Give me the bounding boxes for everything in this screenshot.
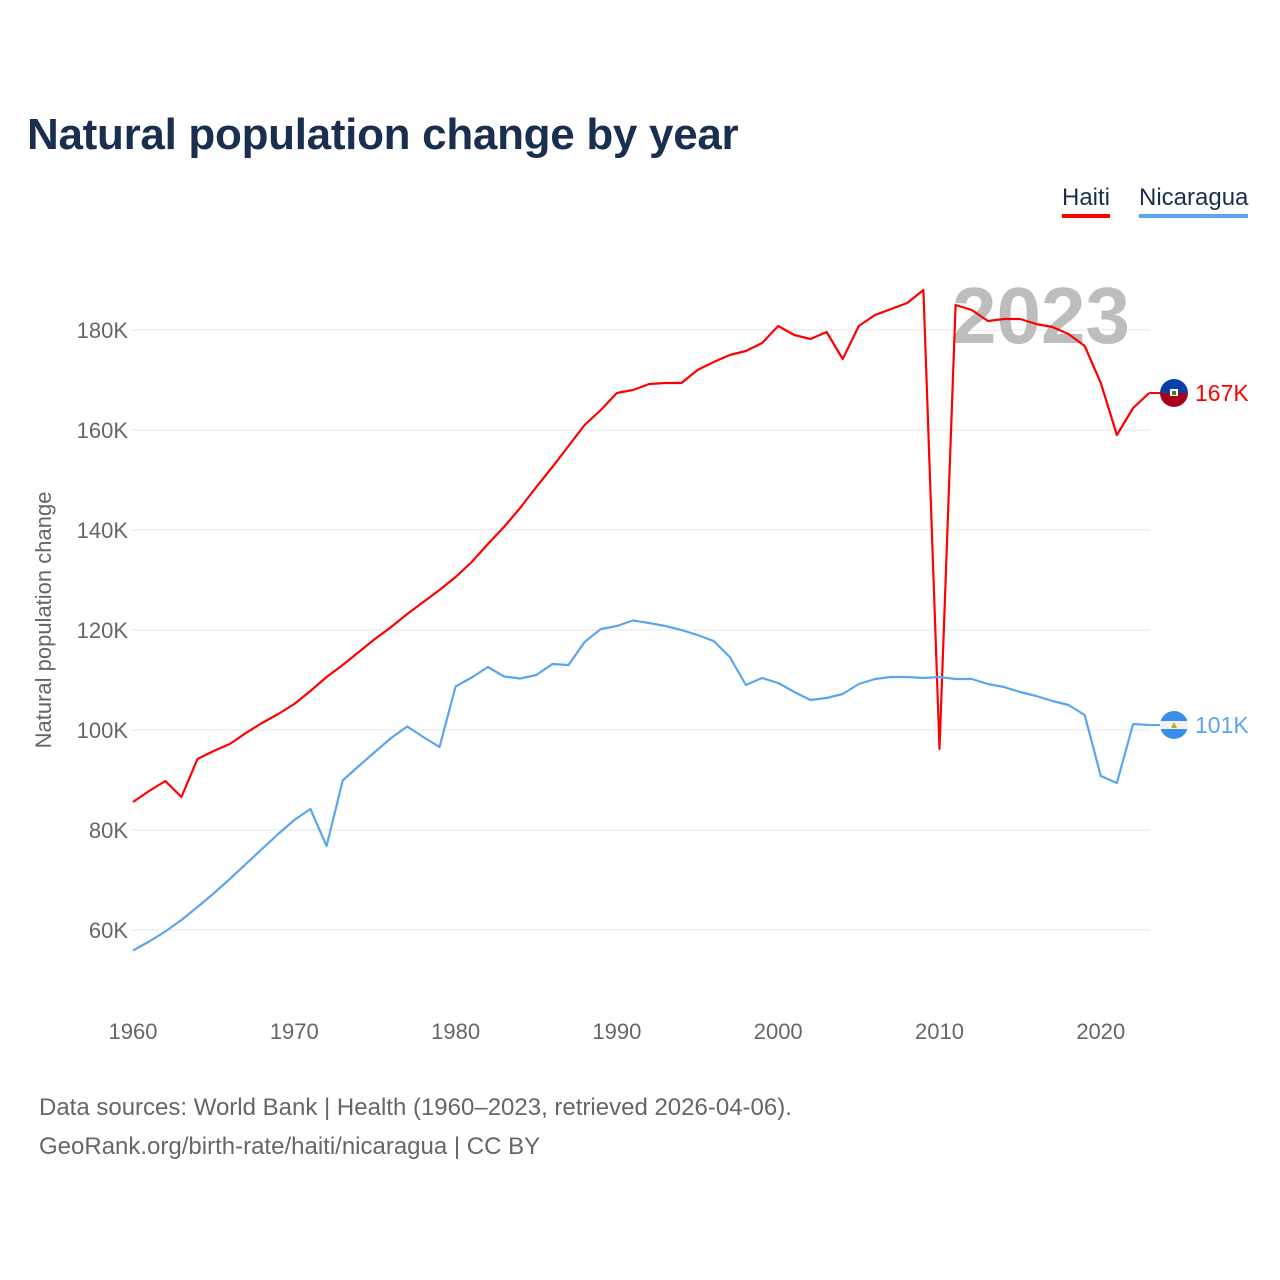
x-tick-label: 2000	[754, 1019, 803, 1044]
y-axis-label: Natural population change	[31, 492, 56, 749]
x-tick-label: 1970	[270, 1019, 319, 1044]
y-tick-label: 160K	[77, 418, 129, 443]
x-tick-label: 1980	[431, 1019, 480, 1044]
y-tick-label: 100K	[77, 718, 129, 743]
source-line-2[interactable]: GeoRank.org/birth-rate/haiti/nicaragua |…	[39, 1133, 541, 1160]
source-line-1: Data sources: World Bank | Health (1960–…	[39, 1094, 792, 1121]
x-tick-label: 1960	[109, 1019, 158, 1044]
flag-band-blue-top	[1160, 711, 1188, 721]
y-tick-label: 60K	[89, 918, 128, 943]
y-tick-label: 180K	[77, 318, 129, 343]
legend-item-haiti[interactable]: Haiti	[1062, 184, 1111, 218]
end-value-label-nicaragua: 101K	[1195, 712, 1249, 738]
y-tick-label: 140K	[77, 518, 129, 543]
haiti-flag-icon	[1160, 379, 1188, 407]
legend-item-nicaragua[interactable]: Nicaragua	[1139, 184, 1249, 218]
y-tick-label: 80K	[89, 818, 128, 843]
flag-emblem-tree	[1172, 391, 1176, 395]
x-tick-label: 2020	[1076, 1019, 1125, 1044]
flag-band-blue	[1160, 379, 1188, 393]
series-line-nicaragua	[132, 619, 1150, 952]
x-tick-label: 1990	[592, 1019, 641, 1044]
nicaragua-flag-icon	[1160, 711, 1188, 739]
flag-band-red	[1160, 393, 1188, 407]
end-value-label-haiti: 167K	[1195, 380, 1249, 406]
series-line-haiti	[132, 288, 1150, 803]
y-tick-label: 120K	[77, 618, 129, 643]
x-tick-label: 2010	[915, 1019, 964, 1044]
chart-title: Natural population change by year	[27, 110, 739, 159]
flag-band-blue-bottom	[1160, 729, 1188, 739]
flag-emblem	[1171, 722, 1177, 728]
source-note: Data sources: World Bank | Health (1960–…	[39, 1088, 792, 1166]
